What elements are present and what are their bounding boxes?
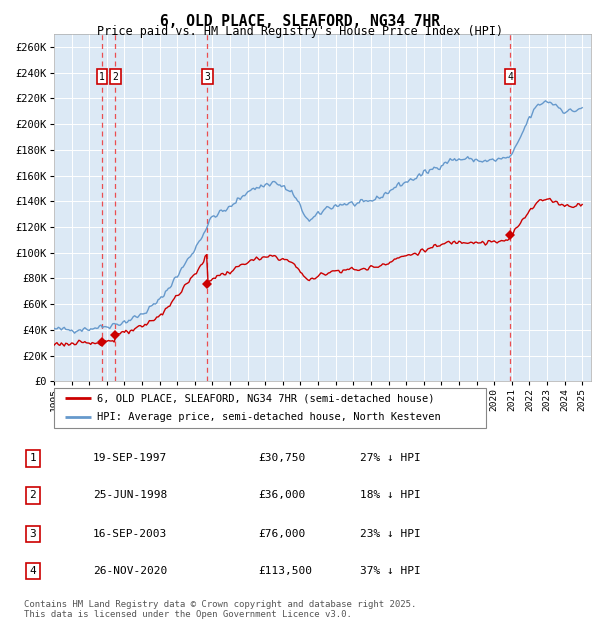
Text: 4: 4 [29, 566, 37, 576]
Text: 16-SEP-2003: 16-SEP-2003 [93, 529, 167, 539]
Text: 6, OLD PLACE, SLEAFORD, NG34 7HR: 6, OLD PLACE, SLEAFORD, NG34 7HR [160, 14, 440, 29]
FancyBboxPatch shape [54, 388, 486, 428]
Text: 19-SEP-1997: 19-SEP-1997 [93, 453, 167, 463]
Text: 1: 1 [99, 71, 105, 82]
Text: HPI: Average price, semi-detached house, North Kesteven: HPI: Average price, semi-detached house,… [97, 412, 441, 422]
Text: Contains HM Land Registry data © Crown copyright and database right 2025.
This d: Contains HM Land Registry data © Crown c… [24, 600, 416, 619]
Text: £76,000: £76,000 [258, 529, 305, 539]
Text: 4: 4 [507, 71, 513, 82]
Text: £30,750: £30,750 [258, 453, 305, 463]
Text: 37% ↓ HPI: 37% ↓ HPI [360, 566, 421, 576]
Text: 27% ↓ HPI: 27% ↓ HPI [360, 453, 421, 463]
Text: £113,500: £113,500 [258, 566, 312, 576]
Text: 18% ↓ HPI: 18% ↓ HPI [360, 490, 421, 500]
Text: £36,000: £36,000 [258, 490, 305, 500]
Text: 25-JUN-1998: 25-JUN-1998 [93, 490, 167, 500]
Text: 2: 2 [112, 71, 118, 82]
Text: 3: 3 [29, 529, 37, 539]
Text: Price paid vs. HM Land Registry's House Price Index (HPI): Price paid vs. HM Land Registry's House … [97, 25, 503, 38]
Text: 6, OLD PLACE, SLEAFORD, NG34 7HR (semi-detached house): 6, OLD PLACE, SLEAFORD, NG34 7HR (semi-d… [97, 393, 434, 404]
Text: 2: 2 [29, 490, 37, 500]
Text: 1: 1 [29, 453, 37, 463]
Text: 23% ↓ HPI: 23% ↓ HPI [360, 529, 421, 539]
Text: 26-NOV-2020: 26-NOV-2020 [93, 566, 167, 576]
Text: 3: 3 [205, 71, 210, 82]
